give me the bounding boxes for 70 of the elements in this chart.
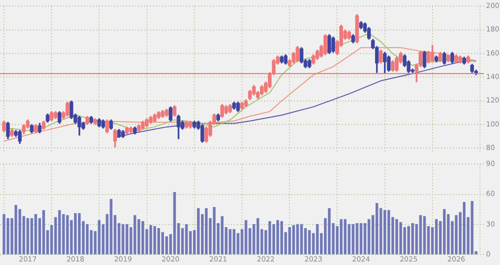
bar [376,203,378,254]
bar [288,227,291,254]
bar [74,213,77,254]
bar [165,236,168,254]
bar [256,218,260,254]
bar [328,208,331,254]
bar [138,219,140,254]
bar [411,223,414,254]
bar [268,221,272,254]
bar [360,223,362,254]
bar [153,226,156,254]
bar [387,210,390,254]
bar [228,229,232,254]
bar [197,208,200,254]
bar [157,228,160,254]
bar [419,215,422,254]
bar [399,222,402,254]
bar [14,205,18,254]
bar [383,210,386,254]
bar [58,210,61,254]
bar [308,230,311,254]
bar [395,219,398,254]
bar [244,220,248,254]
bar [26,218,30,254]
bar [34,214,38,254]
bar [6,218,10,254]
bar [161,232,164,254]
bar [296,224,299,254]
bar [66,215,69,254]
bar [292,225,295,254]
bar [122,224,124,254]
bar [454,215,458,254]
bar [470,201,474,254]
bar [232,229,236,254]
bar [276,220,280,254]
bar [2,214,6,254]
bar [356,223,358,254]
bar [149,225,152,254]
bar [98,220,101,254]
bar [280,221,283,254]
bar [462,202,466,254]
bar [212,207,216,254]
bar [185,224,188,254]
bar [78,213,81,254]
bar [443,209,446,254]
bar [423,216,426,254]
bar [42,210,45,254]
bar [126,224,128,254]
bar [272,224,276,254]
bar [344,219,346,254]
bar [86,224,89,254]
bar [62,214,65,254]
bar [300,224,303,254]
bar [173,192,176,254]
bar [352,224,354,254]
bar [30,218,34,254]
bar [340,219,343,254]
bar [316,224,319,254]
bar [435,219,438,254]
bar [304,228,307,254]
bar [407,226,410,254]
bar [220,216,224,254]
bar [141,221,144,254]
bar [18,209,22,254]
bar [236,233,240,254]
bar [134,215,136,254]
bar [368,219,370,254]
bar [110,199,112,254]
bar [364,223,366,254]
bar [204,208,208,254]
